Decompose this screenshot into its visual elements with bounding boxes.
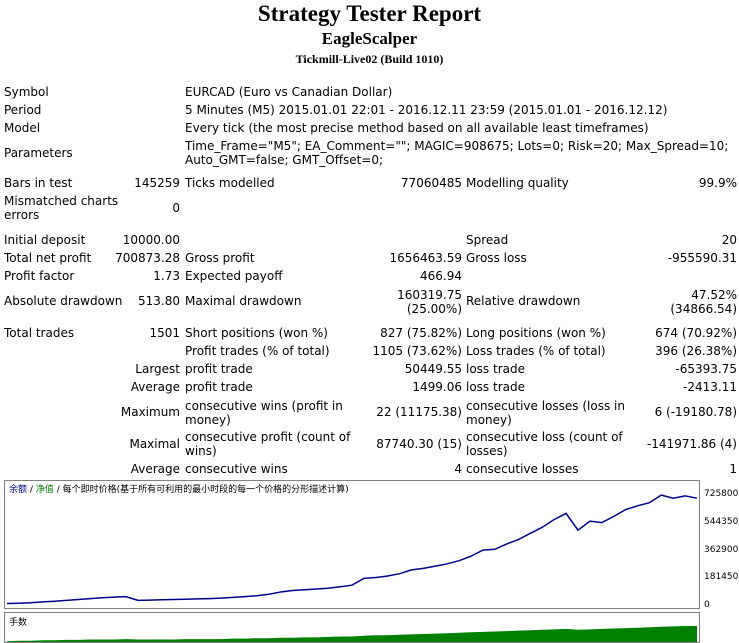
expected-payoff-value: 466.94 xyxy=(420,269,462,283)
legend-equity: 净值 xyxy=(35,485,54,495)
average-loss-value: -2413.11 xyxy=(683,380,737,394)
parameters-line-2: Auto_GMT=false; GMT_Offset=0; xyxy=(185,153,384,167)
spread-value: 20 xyxy=(721,233,737,247)
relative-drawdown-amount: (34866.54) xyxy=(670,302,737,316)
y-tick-label: 362900 xyxy=(704,544,739,555)
average-consecutive-label: Average xyxy=(130,462,180,476)
maximal-consecutive-loss-value: -141971.86 (4) xyxy=(646,437,737,451)
legend-caption: 每个即时价格(基于所有可利用的最小时段的每一个价格的分形描述计算) xyxy=(62,485,349,495)
largest-profit-label: profit trade xyxy=(185,362,253,376)
absolute-drawdown-value: 513.80 xyxy=(138,294,180,308)
max-consecutive-losses-label-1: consecutive losses (loss in xyxy=(466,399,625,413)
total-trades-label: Total trades xyxy=(4,326,75,340)
long-positions-value: 674 (70.92%) xyxy=(655,326,737,340)
average-consecutive-losses-label: consecutive losses xyxy=(466,462,579,476)
balance-line-chart xyxy=(6,494,698,605)
symbol-label: Symbol xyxy=(4,85,49,99)
maximal-consecutive-profit-value: 87740.30 (15) xyxy=(376,437,462,451)
gross-loss-label: Gross loss xyxy=(466,251,527,265)
initial-deposit-value: 10000.00 xyxy=(122,233,180,247)
mismatch-label-2: errors xyxy=(4,208,40,222)
y-tick-label: 181450 xyxy=(704,572,739,583)
model-value: Every tick (the most precise method base… xyxy=(185,121,649,135)
lots-area xyxy=(7,626,697,642)
total-trades-value: 1501 xyxy=(149,326,180,340)
short-positions-label: Short positions (won %) xyxy=(185,326,328,340)
balance-series-line xyxy=(6,494,698,605)
gross-loss-value: -955590.31 xyxy=(667,251,737,265)
absolute-drawdown-label: Absolute drawdown xyxy=(4,294,123,308)
loss-trades-label: Loss trades (% of total) xyxy=(466,344,606,358)
ticks-value: 77060485 xyxy=(400,176,462,190)
max-consecutive-losses-value: 6 (-19180.78) xyxy=(654,405,737,419)
average-consecutive-wins-label: consecutive wins xyxy=(185,462,288,476)
server-build: Tickmill-Live02 (Build 1010) xyxy=(295,52,444,66)
mismatch-value: 0 xyxy=(172,201,180,215)
relative-drawdown-label: Relative drawdown xyxy=(466,294,581,308)
lots-plot-area: 手数 xyxy=(4,612,700,643)
report-title: Strategy Tester Report xyxy=(257,1,482,26)
y-tick-label: 725800 xyxy=(704,489,739,500)
max-consecutive-wins-label-2: money) xyxy=(185,413,231,427)
maximal-consecutive-loss-label-1: consecutive loss (count of xyxy=(466,430,623,444)
balance-plot-area: 余额 / 净值 / 每个即时价格(基于所有可利用的最小时段的每一个价格的分形描述… xyxy=(4,480,700,609)
average-label: Average xyxy=(130,380,180,394)
max-consecutive-wins-label-1: consecutive wins (profit in xyxy=(185,399,343,413)
spread-label: Spread xyxy=(466,233,509,247)
expert-advisor-name: EagleScalper xyxy=(321,29,418,48)
average-loss-label: loss trade xyxy=(466,380,525,394)
y-tick-label: 0 xyxy=(704,600,710,610)
average-profit-value: 1499.06 xyxy=(412,380,462,394)
initial-deposit-label: Initial deposit xyxy=(4,233,86,247)
maximal-consecutive-profit-label-2: wins) xyxy=(185,444,217,458)
profit-trades-value: 1105 (73.62%) xyxy=(372,344,462,358)
net-profit-label: Total net profit xyxy=(4,251,92,265)
legend-balance: 余额 xyxy=(9,485,28,495)
relative-drawdown-value: 47.52% xyxy=(691,288,737,302)
gross-profit-label: Gross profit xyxy=(185,251,255,265)
max-consecutive-losses-label-2: money) xyxy=(466,413,512,427)
largest-label: Largest xyxy=(135,362,180,376)
net-profit-value: 700873.28 xyxy=(115,251,180,265)
period-label: Period xyxy=(4,103,42,117)
average-profit-label: profit trade xyxy=(185,380,253,394)
ticks-label: Ticks modelled xyxy=(185,176,275,190)
parameters-label: Parameters xyxy=(4,146,73,160)
largest-profit-value: 50449.55 xyxy=(404,362,462,376)
average-consecutive-losses-value: 1 xyxy=(729,462,737,476)
short-positions-value: 827 (75.82%) xyxy=(380,326,462,340)
quality-label: Modelling quality xyxy=(466,176,569,190)
profit-trades-label: Profit trades (% of total) xyxy=(185,344,330,358)
bars-value: 145259 xyxy=(134,176,180,190)
gross-profit-value: 1656463.59 xyxy=(389,251,462,265)
maximal-drawdown-percent: (25.00%) xyxy=(406,302,462,316)
profit-factor-label: Profit factor xyxy=(4,269,75,283)
largest-loss-label: loss trade xyxy=(466,362,525,376)
largest-loss-value: -65393.75 xyxy=(675,362,737,376)
lots-bar-chart xyxy=(7,626,697,642)
bars-label: Bars in test xyxy=(4,176,73,190)
lots-label: 手数 xyxy=(9,618,28,628)
average-consecutive-wins-value: 4 xyxy=(454,462,462,476)
model-label: Model xyxy=(4,121,41,135)
quality-value: 99.9% xyxy=(698,176,737,190)
maximal-consecutive-loss-label-2: losses) xyxy=(466,444,508,458)
maximal-label: Maximal xyxy=(129,437,180,451)
mismatch-label-1: Mismatched charts xyxy=(4,194,119,208)
loss-trades-value: 396 (26.38%) xyxy=(655,344,737,358)
maximum-label: Maximum xyxy=(120,405,180,419)
parameters-line-1: Time_Frame="M5"; EA_Comment=""; MAGIC=90… xyxy=(185,139,729,153)
profit-factor-value: 1.73 xyxy=(153,269,180,283)
symbol-value: EURCAD (Euro vs Canadian Dollar) xyxy=(185,85,393,99)
period-value: 5 Minutes (M5) 2015.01.01 22:01 - 2016.1… xyxy=(185,103,668,117)
maximal-drawdown-label: Maximal drawdown xyxy=(185,294,302,308)
maximal-drawdown-value: 160319.75 xyxy=(397,288,462,302)
graph-legend: 余额 / 净值 / 每个即时价格(基于所有可利用的最小时段的每一个价格的分形描述… xyxy=(9,485,349,495)
maximal-consecutive-profit-label-1: consecutive profit (count of xyxy=(185,430,351,444)
y-tick-label: 544350 xyxy=(704,516,739,527)
max-consecutive-wins-value: 22 (11175.38) xyxy=(376,405,462,419)
expected-payoff-label: Expected payoff xyxy=(185,269,283,283)
long-positions-label: Long positions (won %) xyxy=(466,326,606,340)
balance-graph: 余额 / 净值 / 每个即时价格(基于所有可利用的最小时段的每一个价格的分形描述… xyxy=(4,480,739,643)
